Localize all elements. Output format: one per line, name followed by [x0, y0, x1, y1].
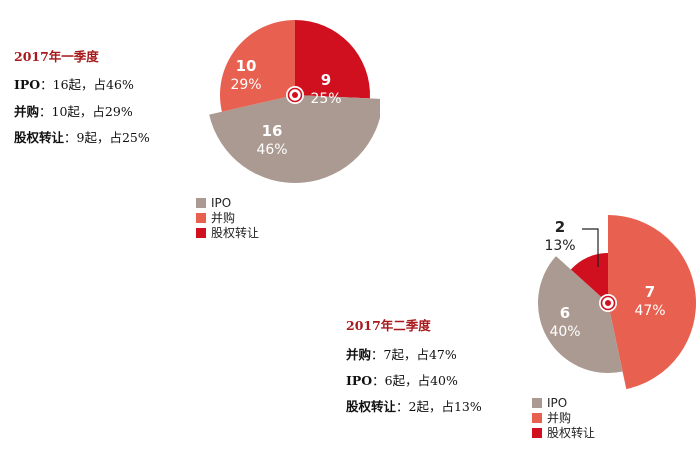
q1-legend-item-ipo: IPO	[196, 195, 259, 210]
q2-slice-equity	[570, 253, 608, 303]
q2-center-dot	[605, 300, 611, 306]
q2-legend-swatch-equity	[532, 427, 542, 438]
q2-value-label-equity: 2	[555, 218, 565, 236]
q2-line-ipo-label: IPO	[346, 373, 373, 388]
q2-center-ring-outer	[600, 295, 616, 311]
q2-legend-swatch-ma	[532, 412, 542, 423]
q1-slice-ipo	[209, 95, 380, 183]
q2-pct-label-equity: 13%	[544, 238, 575, 254]
q2-leader-line	[582, 228, 599, 267]
q2-line-ipo: IPO：6起，占40%	[346, 370, 458, 389]
q1-line-equity-text: ：9起，占25%	[64, 130, 150, 145]
q2-legend-item-equity: 股权转让	[532, 425, 595, 440]
q2-slice-ma	[608, 215, 696, 390]
q1-center-ring-outer	[287, 87, 303, 103]
q1-pie-chart: 9 25% 16 46% 10 29%	[209, 20, 380, 183]
q1-line-ma: 并购：10起，占29%	[14, 101, 133, 120]
q2-legend-label-ipo: IPO	[547, 395, 568, 410]
q1-line-ipo: IPO：16起，占46%	[14, 74, 134, 93]
q2-legend-swatch-ipo	[532, 397, 542, 408]
q1-line-ma-label: 并购	[14, 104, 40, 119]
q2-line-ma: 并购：7起，占47%	[346, 344, 457, 363]
q1-value-label-ipo: 16	[262, 122, 283, 140]
q2-value-label-ipo: 6	[560, 304, 570, 322]
q1-value-label-equity: 9	[321, 71, 331, 89]
q2-pct-label-ipo: 40%	[549, 324, 580, 340]
q2-pct-label-ma: 47%	[634, 303, 665, 319]
q2-line-ma-text: ：7起，占47%	[371, 347, 457, 362]
q1-line-ma-text: ：10起，占29%	[39, 104, 133, 119]
q1-legend-item-ma: 并购	[196, 210, 259, 225]
q2-line-equity-text: ：2起，占13%	[396, 399, 482, 414]
q1-legend-item-equity: 股权转让	[196, 225, 259, 240]
q2-line-ipo-text: ：6起，占40%	[372, 373, 458, 388]
q1-value-label-ma: 10	[236, 57, 257, 75]
q2-value-label-ma: 7	[645, 283, 655, 301]
q2-line-equity: 股权转让：2起，占13%	[346, 396, 482, 415]
q1-pct-label-ma: 29%	[230, 77, 261, 93]
q1-legend-label-ipo: IPO	[211, 195, 232, 210]
q1-legend-label-equity: 股权转让	[211, 226, 260, 240]
q1-pct-label-equity: 25%	[310, 91, 341, 107]
q1-legend-label-ma: 并购	[211, 211, 236, 225]
q2-pie-chart: 7 47% 6 40% 2 13%	[538, 215, 696, 390]
q1-line-equity: 股权转让：9起，占25%	[14, 127, 150, 146]
q1-center-dot	[292, 92, 298, 98]
q2-title: 2017年二季度	[346, 318, 431, 333]
q1-line-ipo-text: ：16起，占46%	[40, 77, 134, 92]
q2-line-equity-label: 股权转让	[346, 399, 397, 414]
q2-legend-label-equity: 股权转让	[547, 426, 596, 440]
q2-line-ma-label: 并购	[346, 347, 372, 362]
q1-slice-ma	[220, 20, 295, 112]
q1-legend-swatch-ma	[196, 212, 206, 223]
q1-legend-swatch-equity	[196, 227, 206, 238]
q2-legend-item-ipo: IPO	[532, 395, 595, 410]
q1-line-equity-label: 股权转让	[14, 130, 65, 145]
q1-line-ipo-label: IPO	[14, 77, 41, 92]
q2-legend: IPO 并购 股权转让	[532, 395, 595, 440]
q1-legend: IPO 并购 股权转让	[196, 195, 259, 240]
q1-slice-equity	[295, 20, 370, 99]
q2-legend-item-ma: 并购	[532, 410, 595, 425]
q1-legend-swatch-ipo	[196, 197, 206, 208]
q2-slice-ipo	[538, 256, 623, 373]
q1-pct-label-ipo: 46%	[256, 142, 287, 158]
q1-title: 2017年一季度	[14, 49, 99, 64]
q2-legend-label-ma: 并购	[547, 411, 572, 425]
